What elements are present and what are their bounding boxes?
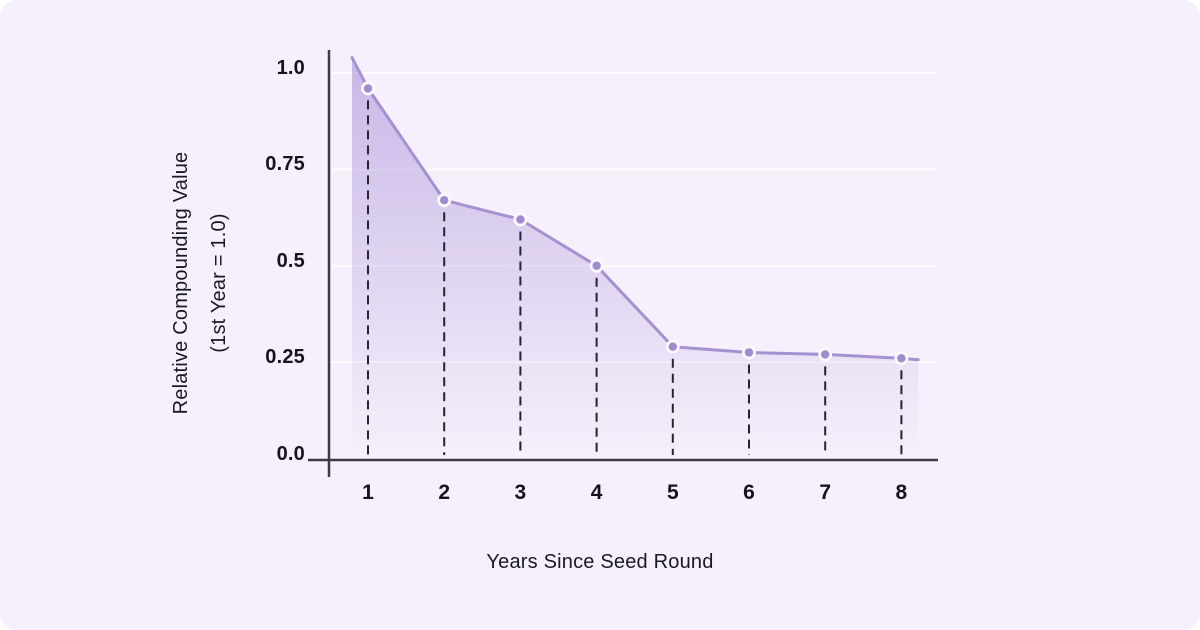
area-fill [352,57,919,459]
x-tick-label: 6 [743,481,755,504]
y-axis-title-line2: (1st Year = 1.0) [208,213,230,353]
y-tick-label: 0.75 [265,153,305,176]
x-tick-label: 8 [895,481,908,504]
x-tick-label: 5 [666,481,679,504]
data-point-marker [897,354,906,363]
trend-line [350,56,920,362]
data-point-marker [821,350,830,359]
data-point-marker [668,342,677,351]
data-point-marker [363,84,373,93]
x-tick-label: 1 [362,481,374,504]
y-tick-label: 0.0 [276,442,305,465]
x-tick-label: 3 [514,481,527,504]
data-point-marker [516,215,525,224]
x-tick-label: 4 [590,481,603,504]
y-tick-label: 1.0 [276,57,305,79]
data-point-marker [592,261,601,270]
y-axis-title: Relative Compounding Value (1st Year = 1… [162,152,238,415]
x-tick-label: 7 [819,481,832,504]
y-tick-label: 0.25 [265,346,305,369]
data-point-marker [744,348,754,357]
y-axis-title-line1: Relative Compounding Value [170,151,192,415]
x-tick-label: 2 [438,481,451,504]
y-tick-label: 0.5 [276,249,305,272]
x-axis-title: Years Since Seed Round [486,551,714,573]
data-point-marker [440,196,449,205]
